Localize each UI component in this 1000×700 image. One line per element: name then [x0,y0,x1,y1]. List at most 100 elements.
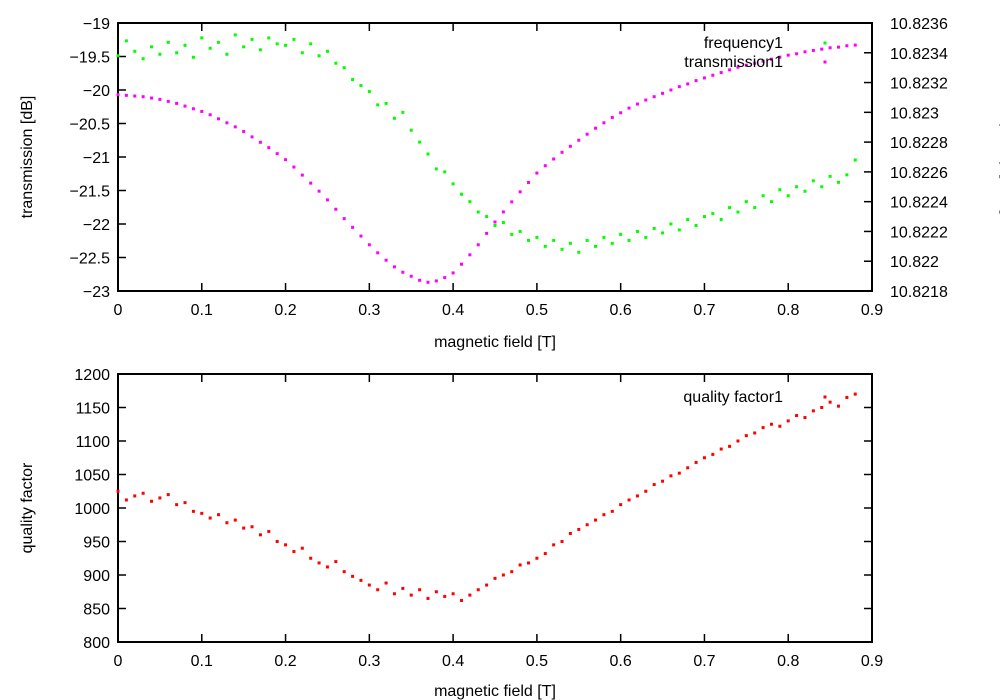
data-point [853,392,857,396]
data-point [376,103,380,107]
data-point [150,499,154,503]
data-point [258,140,262,144]
y-tick-label: 1200 [74,367,110,384]
data-point [836,404,840,408]
data-point [116,489,120,493]
x-tick-label: 0.8 [777,653,799,670]
y2-tick-label: 10.8232 [890,76,948,93]
data-point [510,232,514,236]
data-point [501,221,505,225]
y-tick-label: 950 [83,535,110,552]
x-tick-label: 0.1 [191,653,213,670]
data-point [133,494,137,498]
data-point [811,179,815,183]
data-point [728,68,732,72]
data-point [568,144,572,148]
x-tick-label: 0 [114,302,123,319]
data-point [627,238,631,242]
data-point [836,45,840,49]
data-point [443,276,447,280]
data-point [702,76,706,80]
data-point [359,578,363,582]
data-point [661,91,665,95]
data-point [677,228,681,232]
data-point [158,496,162,500]
plot-panel-2 [116,373,873,643]
data-point [409,274,413,278]
data-point [694,460,698,464]
data-point [836,180,840,184]
data-point [610,241,614,245]
data-point [711,452,715,456]
x-tick-label: 0.7 [693,302,715,319]
data-point [619,111,623,115]
data-point [367,243,371,247]
data-point [694,79,698,83]
y2-tick-label: 10.8224 [890,195,948,212]
data-point [401,586,405,590]
data-point [351,574,355,578]
y-tick-label: 1000 [74,501,110,518]
data-point [493,223,497,227]
data-point [585,523,589,527]
data-point [845,173,849,177]
data-point [459,192,463,196]
data-point [175,503,179,507]
x-axis-label: magnetic field [T] [434,334,556,351]
data-point [191,55,195,59]
data-point [317,189,321,193]
data-point [610,509,614,513]
data-point [334,207,338,211]
data-point [610,115,614,119]
data-point [828,400,832,404]
data-point [811,409,815,413]
data-point [208,46,212,50]
data-point [225,521,229,525]
data-point [677,471,681,475]
data-point [409,593,413,597]
data-point [133,49,137,53]
data-point [384,258,388,262]
data-point [769,200,773,204]
data-point [418,278,422,282]
data-point [485,583,489,587]
data-point [392,116,396,120]
data-point [744,63,748,67]
data-point [451,592,455,596]
data-point [568,531,572,535]
data-point [267,146,271,150]
x-tick-label: 0 [114,653,123,670]
data-point [535,171,539,175]
data-point [711,212,715,216]
data-point [476,243,480,247]
data-point [418,588,422,592]
data-point [493,576,497,580]
data-point [820,406,824,409]
data-point [367,89,371,93]
data-point [401,270,405,274]
data-point [300,546,304,550]
data-point [736,439,740,443]
data-point [719,218,723,222]
data-point [342,570,346,574]
data-point [535,235,539,239]
y-tick-label: −22 [83,217,110,234]
data-point [652,483,656,487]
series-transmission1 [116,43,857,284]
data-point [300,51,304,55]
data-point [443,594,447,598]
plot-frame [117,373,873,643]
data-point [200,109,204,113]
data-point [250,37,254,41]
data-point [292,165,296,169]
data-point [644,489,648,493]
data-point [686,466,690,470]
data-point [686,82,690,86]
data-point [359,84,363,88]
data-point [518,190,522,194]
data-point [183,43,187,47]
x-tick-label: 0.3 [358,653,380,670]
data-point [661,479,665,483]
data-point [434,590,438,594]
